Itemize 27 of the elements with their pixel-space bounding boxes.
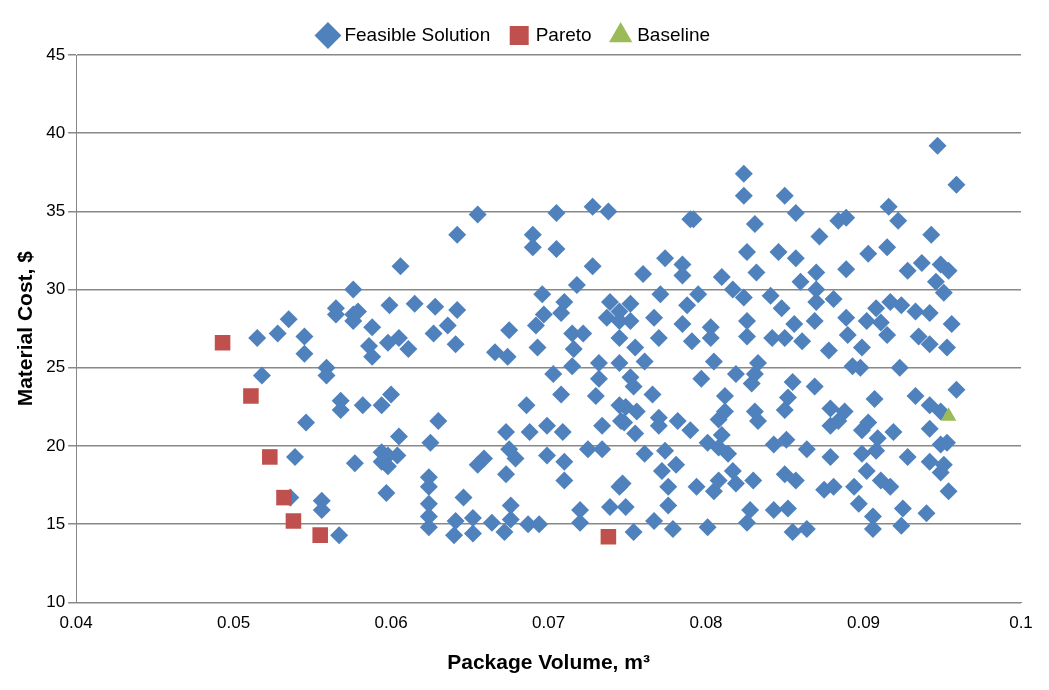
- legend-label: Pareto: [535, 23, 592, 45]
- y-axis-title: Material Cost, $: [13, 250, 37, 407]
- x-tick-label: 0.08: [689, 613, 723, 633]
- point: [285, 513, 302, 529]
- point: [262, 449, 278, 465]
- y-tick-label: 40: [46, 122, 66, 142]
- y-tick-label: 10: [46, 592, 66, 612]
- legend-label: Feasible Solution: [344, 23, 491, 45]
- x-tick-label: 0.09: [846, 613, 881, 633]
- point: [214, 335, 231, 351]
- point: [276, 489, 292, 506]
- x-axis-title: Package Volume, m³: [447, 650, 650, 674]
- y-tick-label: 20: [46, 435, 66, 455]
- x-tick-label: 0.04: [59, 613, 93, 633]
- x-tick-label: 0.05: [217, 613, 251, 633]
- y-tick-label: 30: [46, 279, 66, 299]
- y-tick-label: 35: [46, 201, 66, 221]
- point: [600, 528, 617, 545]
- x-tick-label: 0.1: [1009, 613, 1033, 633]
- point: [312, 527, 328, 543]
- x-tick-label: 0.06: [374, 613, 408, 633]
- y-tick-label: 45: [46, 44, 66, 64]
- x-tick-label: 0.07: [532, 613, 566, 633]
- legend-label: Baseline: [637, 23, 711, 45]
- y-tick-label: 25: [46, 357, 66, 377]
- y-tick-label: 15: [46, 513, 66, 533]
- point: [243, 388, 259, 404]
